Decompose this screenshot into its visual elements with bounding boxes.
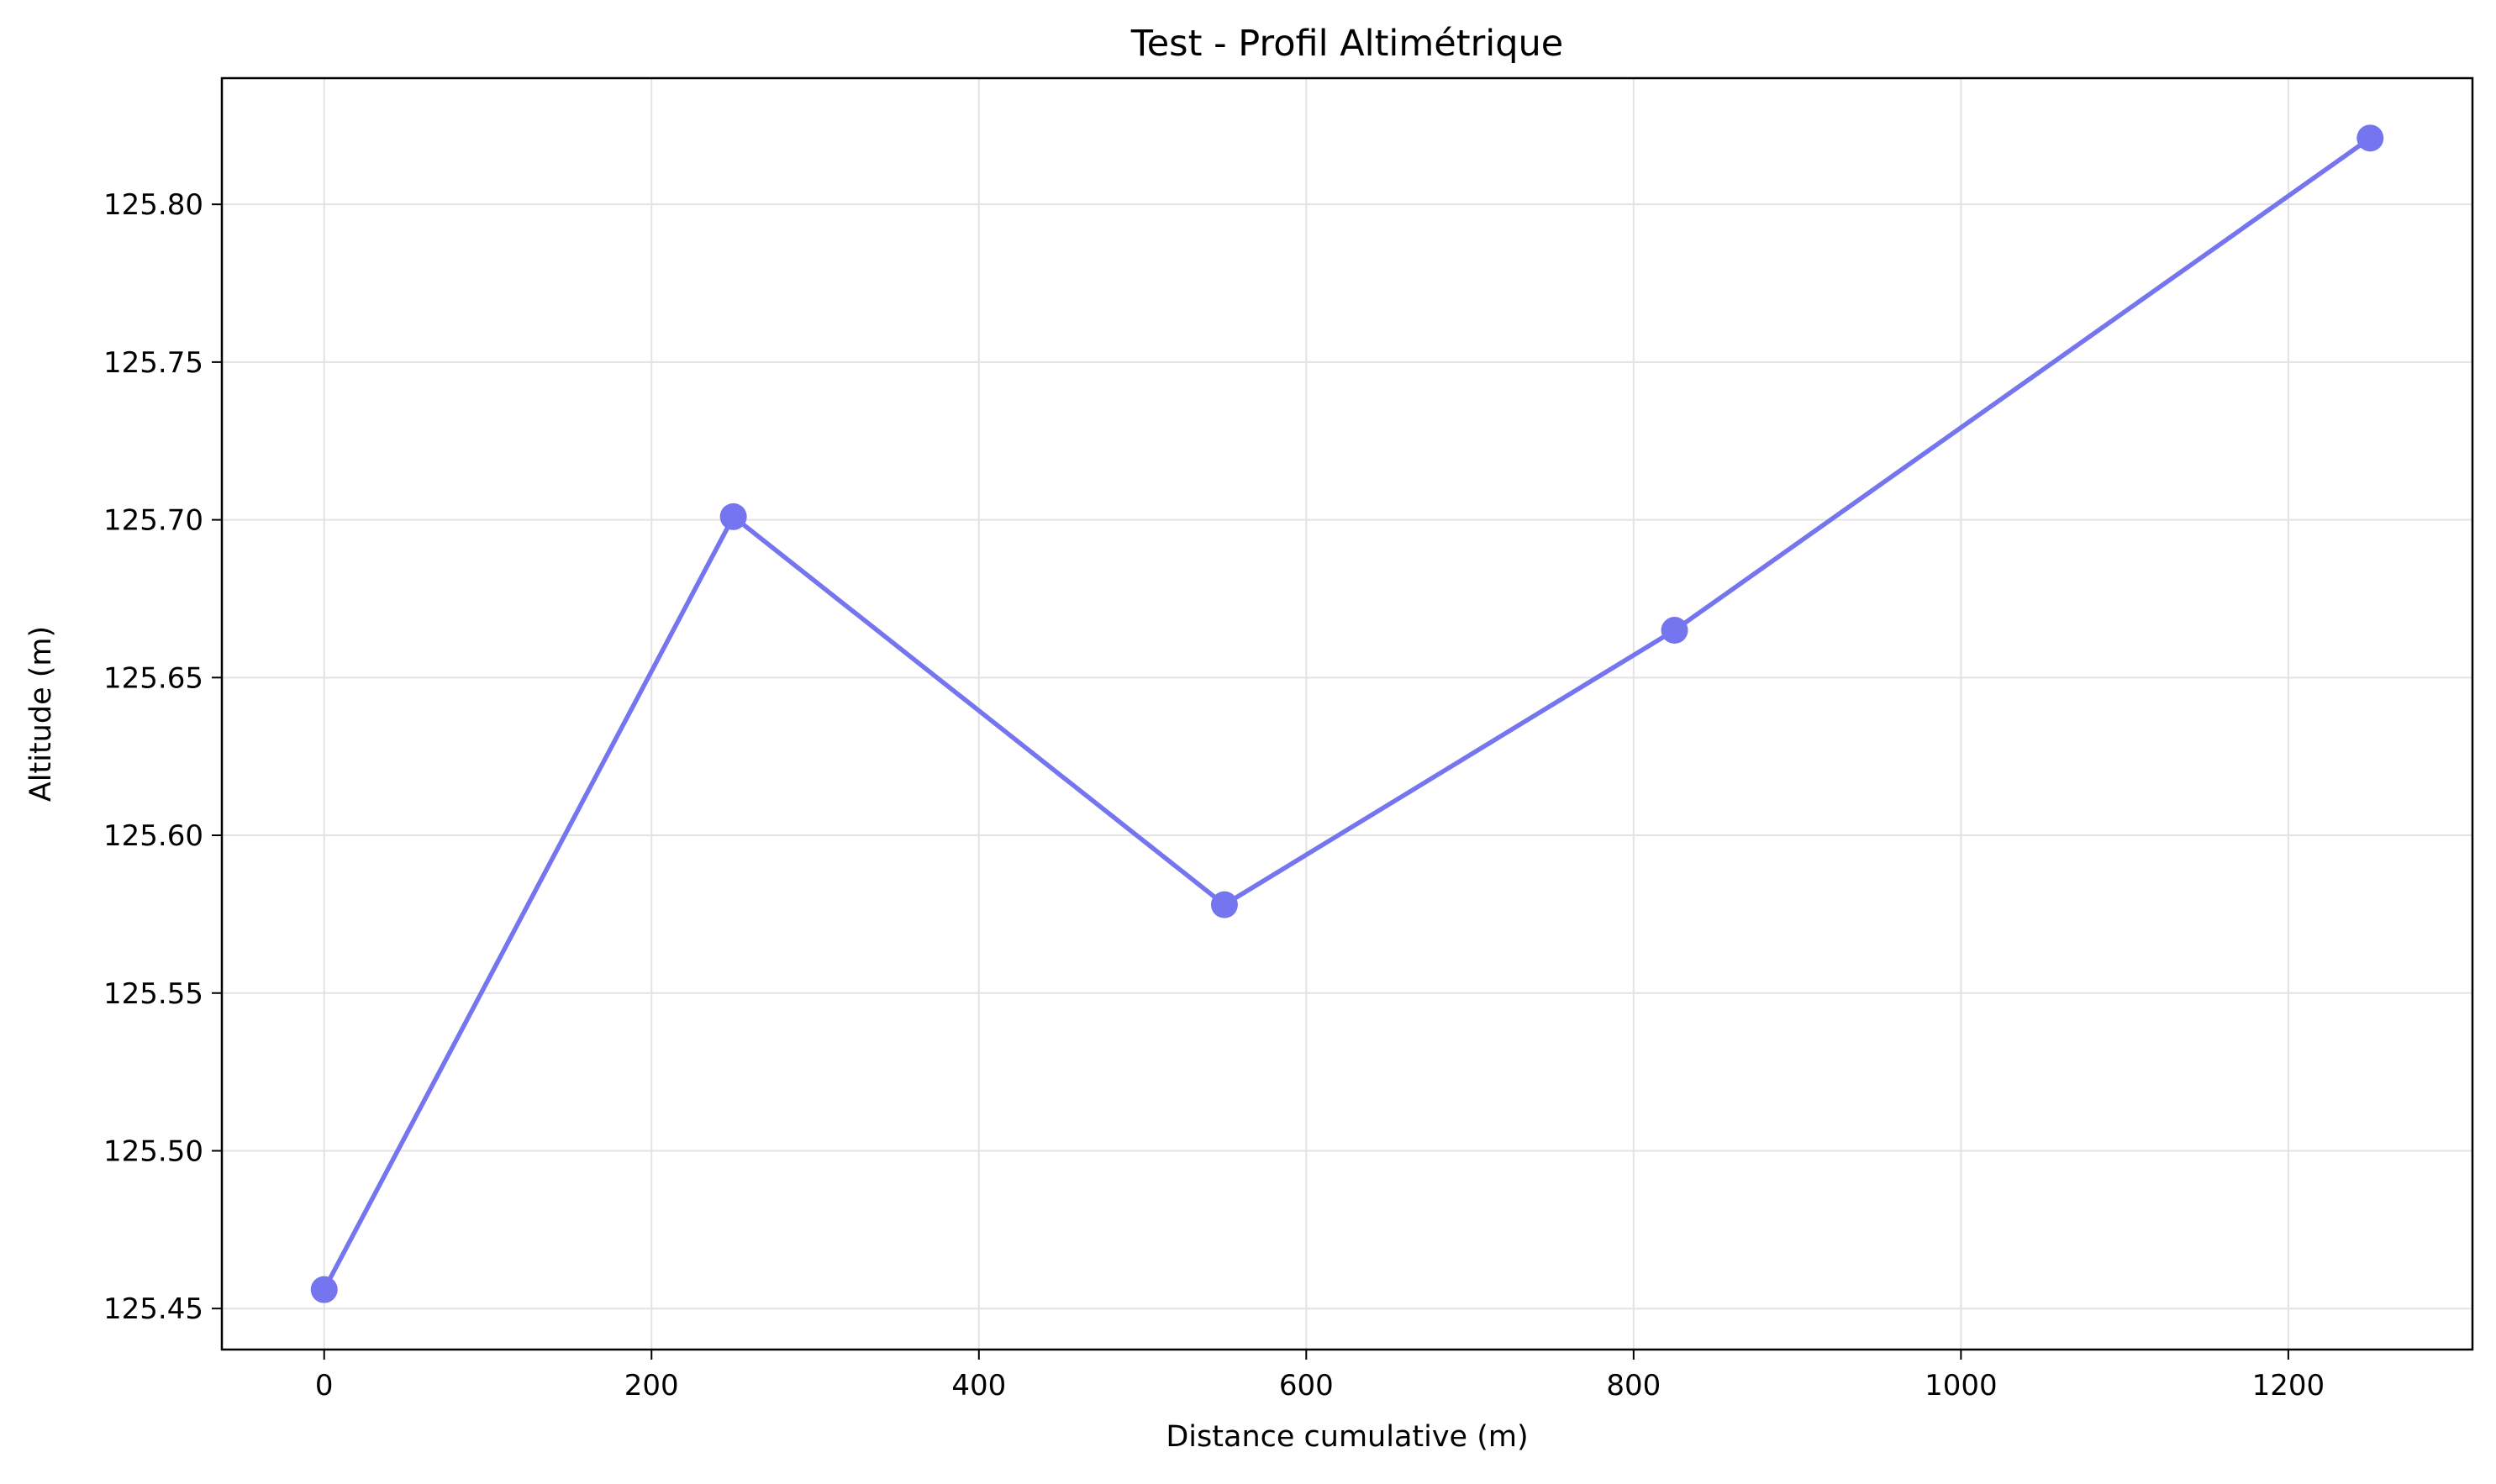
x-tick-label: 800 xyxy=(1606,1369,1661,1402)
x-tick-label: 1200 xyxy=(2252,1369,2325,1402)
y-tick-label: 125.55 xyxy=(103,977,203,1011)
data-point xyxy=(2356,124,2384,152)
y-tick-label: 125.70 xyxy=(103,504,203,538)
y-axis-title: Altitude (m) xyxy=(24,626,58,802)
x-tick-label: 1000 xyxy=(1925,1369,1998,1402)
x-tick-label: 400 xyxy=(951,1369,1006,1402)
data-point xyxy=(1210,891,1238,918)
x-axis-title: Distance cumulative (m) xyxy=(1166,1420,1528,1454)
y-tick-label: 125.75 xyxy=(103,346,203,380)
y-tick-label: 125.50 xyxy=(103,1134,203,1168)
y-tick-label: 125.45 xyxy=(103,1292,203,1326)
data-point xyxy=(310,1276,338,1303)
data-point xyxy=(1661,617,1688,645)
axis-ticks: 0 200 400 600 800 1000 1200 125.45 125.50 125.55 1… xyxy=(103,188,2325,1402)
y-tick-label: 125.80 xyxy=(103,188,203,222)
x-tick-label: 200 xyxy=(624,1369,679,1402)
series-line xyxy=(310,124,2384,1303)
y-tick-label: 125.60 xyxy=(103,819,203,853)
plot-frame xyxy=(220,76,2474,1351)
chart-title: Test - Profil Altimétrique xyxy=(1130,23,1563,65)
data-point xyxy=(719,503,747,530)
grid xyxy=(222,78,2472,1350)
y-tick-label: 125.65 xyxy=(103,661,203,695)
x-tick-label: 600 xyxy=(1279,1369,1334,1402)
x-tick-label: 0 xyxy=(315,1369,334,1402)
